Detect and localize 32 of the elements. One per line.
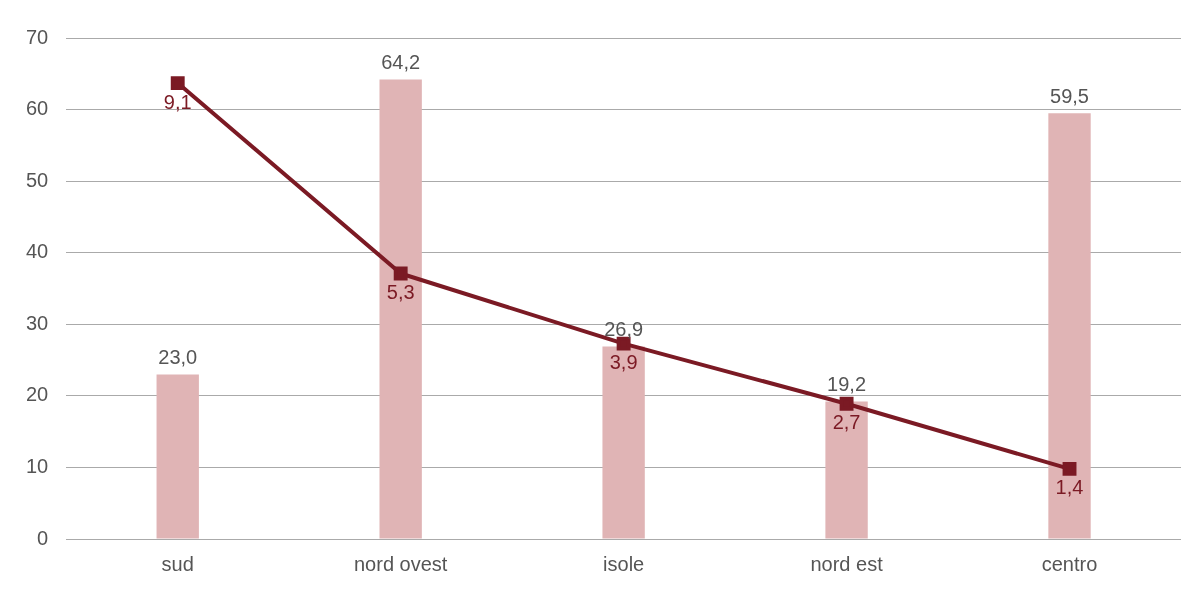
y-tick-label: 40	[26, 240, 49, 263]
y-tick-label: 70	[26, 25, 49, 48]
data-label: 2,7	[832, 411, 861, 434]
y-tick-label: 0	[37, 526, 49, 549]
y-tick-label: 20	[26, 383, 49, 406]
bar	[1048, 113, 1091, 539]
data-label: 59,5	[1050, 84, 1089, 107]
x-tick-label: isole	[603, 552, 645, 575]
x-tick-label: sud	[161, 552, 194, 575]
bar	[825, 401, 868, 539]
y-tick-label: 50	[26, 168, 49, 191]
bar	[379, 79, 422, 539]
point	[393, 266, 408, 281]
data-label: 5,3	[386, 280, 415, 303]
x-tick-label: nord ovest	[353, 552, 448, 575]
data-label: 3,9	[609, 351, 638, 374]
x-tick-label: nord est	[810, 552, 884, 575]
data-label: 64,2	[381, 51, 421, 74]
data-label: 23,0	[158, 345, 198, 368]
data-label: 26,9	[604, 317, 644, 340]
point	[1062, 461, 1077, 476]
y-tick-label: 30	[26, 311, 49, 334]
x-tick-label: centro	[1041, 552, 1098, 575]
data-label: 19,2	[827, 373, 867, 396]
point	[170, 76, 185, 91]
bar	[156, 374, 199, 539]
data-label: 9,1	[163, 90, 192, 113]
y-tick-label: 60	[26, 97, 49, 120]
bar	[602, 346, 645, 539]
y-tick-label: 10	[26, 454, 49, 477]
point	[839, 396, 854, 411]
data-label: 1,4	[1055, 476, 1084, 499]
